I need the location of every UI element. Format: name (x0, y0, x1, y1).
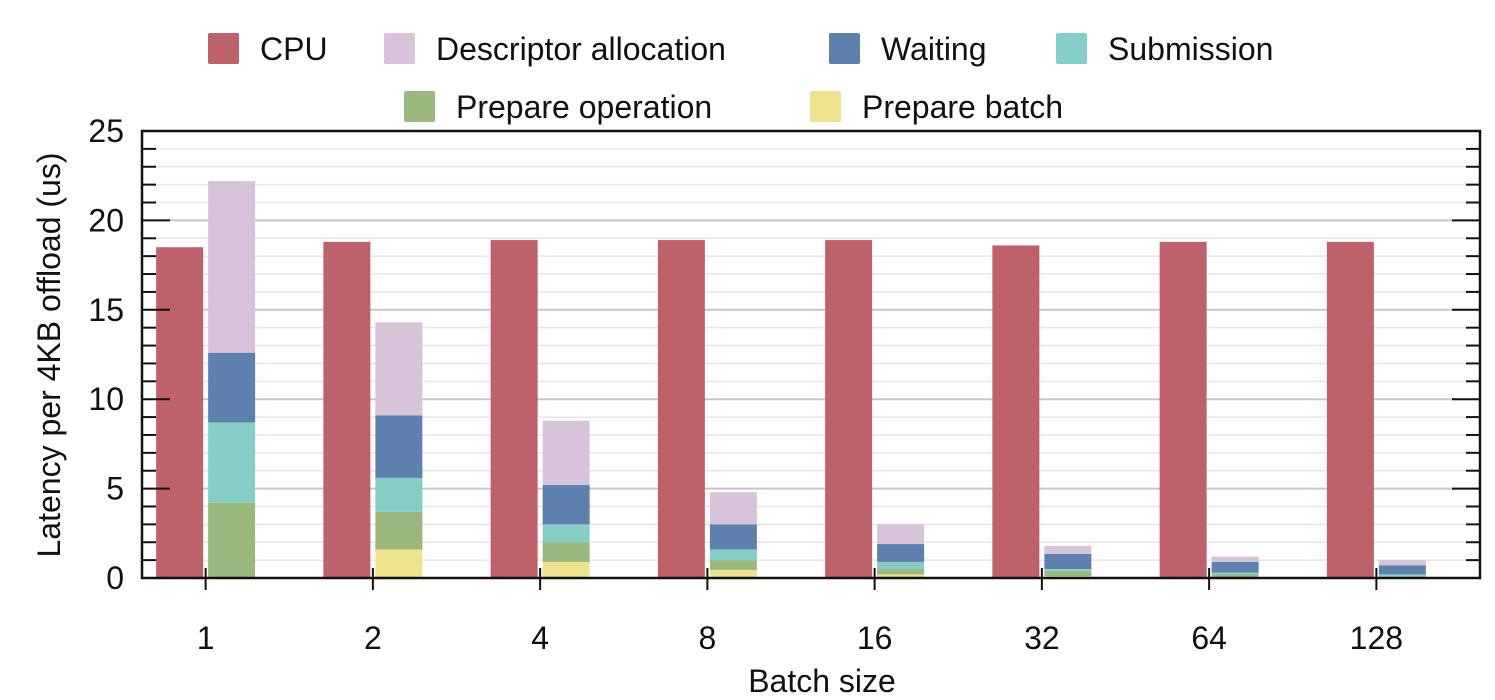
y-tick-label: 15 (88, 292, 124, 328)
bar-submission-128 (1378, 574, 1426, 577)
legend-swatch-submission (1056, 33, 1087, 64)
legend-swatch-prepare-batch (810, 91, 841, 122)
bar-waiting-64 (1211, 561, 1259, 573)
axes: 1 2 4 8 16 32 64 128 0 5 10 15 20 25 (88, 113, 1482, 656)
x-tick-label: 32 (1024, 620, 1060, 656)
legend-swatch-waiting (829, 33, 860, 64)
bar-waiting-4 (542, 485, 590, 525)
bar-submission-16 (877, 561, 925, 570)
bar-cpu-2 (323, 241, 371, 578)
bar-cpu-4 (490, 240, 538, 578)
bar-submission-4 (542, 524, 590, 543)
x-tick-label: 64 (1191, 620, 1227, 656)
bar-cpu-64 (1159, 241, 1207, 578)
y-tick-label: 25 (88, 113, 124, 149)
x-tick-label: 4 (531, 620, 549, 656)
bar-cpu-16 (825, 240, 873, 578)
bar-cpu-1 (156, 247, 204, 578)
x-tick-label: 8 (698, 620, 716, 656)
plot-frame (140, 129, 1482, 580)
bar-prepare-operation-4 (542, 542, 590, 562)
legend-label-waiting: Waiting (881, 31, 987, 67)
bar-prepare-operation-64 (1211, 574, 1259, 578)
bar-prepare-operation-16 (877, 569, 925, 575)
y-axis-title: Latency per 4KB offload (us) (31, 153, 67, 558)
bar-waiting-32 (1044, 553, 1092, 570)
bar-descriptor-allocation-1 (208, 181, 256, 353)
bar-submission-8 (709, 549, 757, 561)
bar-submission-64 (1211, 572, 1259, 575)
bar-cpu-32 (992, 245, 1040, 578)
x-tick-label: 1 (197, 620, 215, 656)
bar-submission-32 (1044, 569, 1092, 571)
legend-label-prepare-batch: Prepare batch (862, 89, 1063, 125)
bar-descriptor-allocation-128 (1378, 560, 1426, 566)
legend-label-submission: Submission (1108, 31, 1273, 67)
bar-prepare-operation-32 (1044, 570, 1092, 577)
bar-prepare-operation-2 (375, 511, 423, 550)
legend: CPU Descriptor allocation Waiting Submissio… (208, 31, 1273, 125)
legend-swatch-cpu (208, 33, 239, 64)
bar-descriptor-allocation-4 (542, 420, 590, 486)
bar-descriptor-allocation-32 (1044, 545, 1092, 554)
legend-label-prepare-operation: Prepare operation (456, 89, 712, 125)
bar-submission-2 (375, 477, 423, 512)
bar-waiting-8 (709, 524, 757, 550)
bars (156, 181, 1426, 578)
bar-waiting-1 (208, 352, 256, 423)
y-tick-label: 0 (106, 560, 124, 596)
bar-waiting-128 (1378, 565, 1426, 575)
legend-label-cpu: CPU (260, 31, 328, 67)
bar-prepare-batch-4 (542, 561, 590, 578)
bar-waiting-2 (375, 415, 423, 478)
bar-prepare-batch-16 (877, 574, 925, 578)
bar-waiting-16 (877, 544, 925, 562)
bar-descriptor-allocation-64 (1211, 556, 1259, 562)
bar-submission-1 (208, 422, 256, 503)
legend-swatch-descriptor-allocation (384, 33, 415, 64)
y-tick-label: 20 (88, 202, 124, 238)
legend-swatch-prepare-operation (404, 91, 435, 122)
bar-cpu-128 (1326, 241, 1374, 578)
bar-prepare-operation-8 (709, 560, 757, 570)
bar-descriptor-allocation-2 (375, 322, 423, 416)
x-tick-label: 128 (1350, 620, 1403, 656)
bar-cpu-8 (657, 240, 705, 578)
bar-descriptor-allocation-16 (877, 524, 925, 545)
bar-prepare-operation-1 (208, 502, 256, 578)
x-axis-title: Batch size (748, 663, 896, 699)
y-tick-label: 5 (106, 471, 124, 507)
x-tick-label: 2 (364, 620, 382, 656)
x-tick-label: 16 (857, 620, 893, 656)
bar-prepare-batch-2 (375, 549, 423, 578)
y-tick-label: 10 (88, 381, 124, 417)
legend-label-descriptor-allocation: Descriptor allocation (436, 31, 726, 67)
bar-prepare-batch-8 (709, 569, 757, 578)
bar-descriptor-allocation-8 (709, 492, 757, 525)
